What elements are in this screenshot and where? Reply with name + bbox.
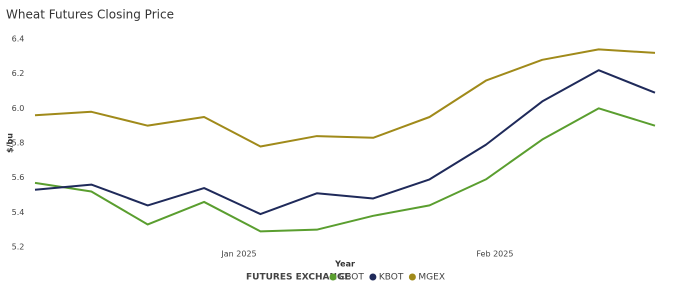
legend-label: KBOT (379, 273, 404, 283)
y-tick-label: 6.2 (12, 69, 25, 78)
x-tick-label: Feb 2025 (476, 250, 513, 259)
legend-label: CBOT (339, 273, 364, 283)
y-tick-label: 5.8 (12, 139, 25, 148)
legend-title: FUTURES EXCHANGE (246, 273, 351, 283)
series-line (34, 48, 656, 148)
legend-label: MGEX (418, 273, 445, 283)
y-tick-label: 5.4 (12, 208, 25, 217)
y-tick-label: 6.0 (12, 104, 25, 113)
legend-marker (329, 273, 337, 281)
chart-title: Wheat Futures Closing Price (6, 8, 174, 22)
x-axis-label: Year (334, 260, 355, 269)
series-line (34, 69, 656, 216)
x-tick-label: Jan 2025 (220, 250, 256, 259)
legend-marker (369, 273, 377, 281)
y-axis-label: $/bu (6, 133, 15, 153)
y-tick-label: 5.6 (12, 173, 25, 182)
series-line (34, 107, 656, 233)
legend-marker (408, 273, 416, 281)
y-tick-label: 5.2 (12, 243, 25, 252)
y-tick-label: 6.4 (12, 35, 25, 44)
